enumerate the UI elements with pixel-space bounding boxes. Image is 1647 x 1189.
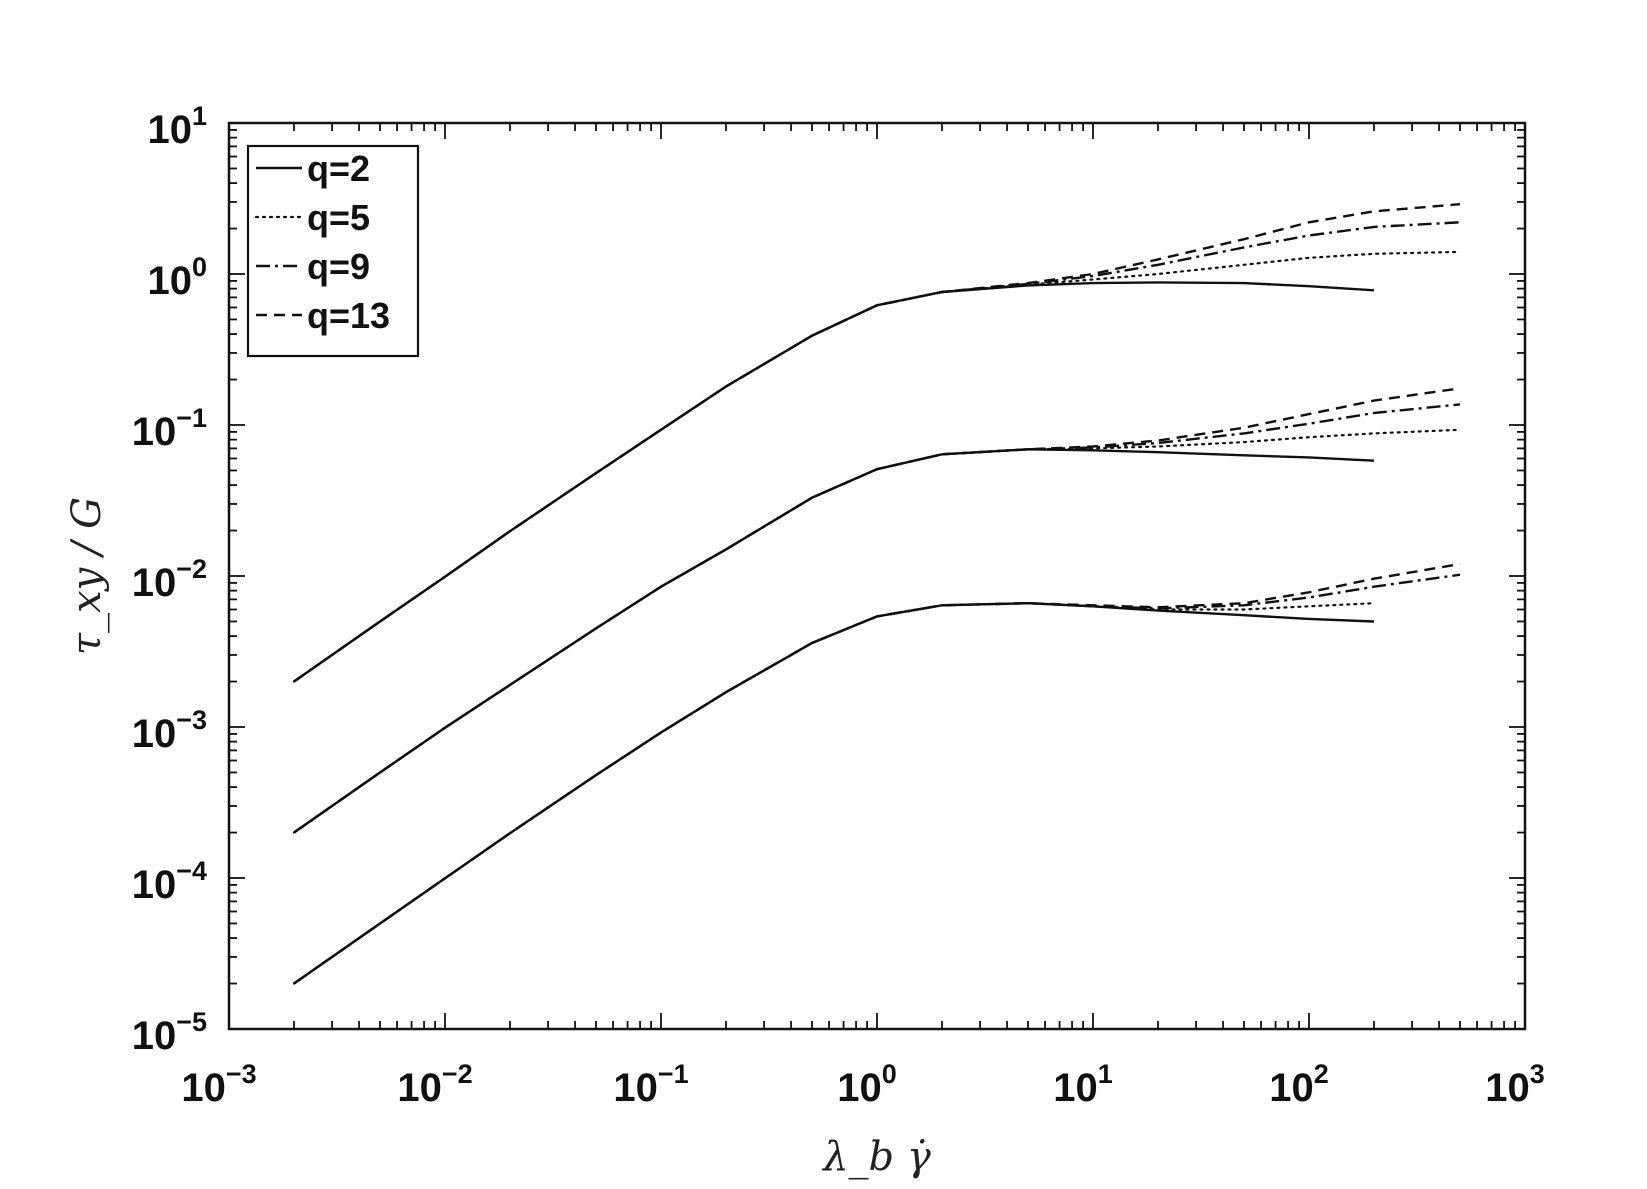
series-line-upper-q-13 [293, 203, 1461, 683]
x-tick-label: 102 [1269, 1059, 1329, 1110]
series-line-lower-q-13 [293, 562, 1461, 985]
y-tick-label: 101 [147, 101, 207, 152]
y-tick-label: 10−2 [132, 554, 207, 605]
y-tick-label: 10−1 [132, 403, 207, 454]
y-tick-label: 10−5 [132, 1007, 207, 1058]
legend-label: q=5 [307, 197, 370, 238]
series-line-middle-q-13 [293, 387, 1461, 834]
x-tick-label: 101 [1053, 1059, 1113, 1110]
legend-label: q=2 [307, 148, 370, 189]
y-axis-title: τ_xy / G [64, 497, 110, 655]
plot-frame [227, 121, 1527, 1031]
x-axis-title: λ_b γ̇ [821, 1134, 931, 1180]
x-tick-label: 10−2 [397, 1059, 472, 1110]
x-tick-label: 103 [1485, 1059, 1545, 1110]
y-tick-label: 10−4 [132, 856, 207, 907]
y-tick-label: 10−3 [132, 705, 207, 756]
legend-label: q=13 [307, 295, 390, 336]
legend: q=2 q=5 q=9 q=13 [246, 144, 420, 358]
legend-label: q=9 [307, 246, 370, 287]
x-tick-labels: 10−3 10−2 10−1 100 101 102 103 [181, 1059, 1544, 1110]
x-tick-label: 100 [837, 1059, 897, 1110]
legend-box [246, 144, 420, 358]
x-tick-label: 10−1 [613, 1059, 688, 1110]
y-tick-label: 100 [147, 252, 207, 303]
y-tick-labels: 10−5 10−4 10−3 10−2 10−1 100 101 [132, 101, 207, 1058]
plot-curves [292, 203, 1462, 985]
x-tick-label: 10−3 [181, 1059, 256, 1110]
